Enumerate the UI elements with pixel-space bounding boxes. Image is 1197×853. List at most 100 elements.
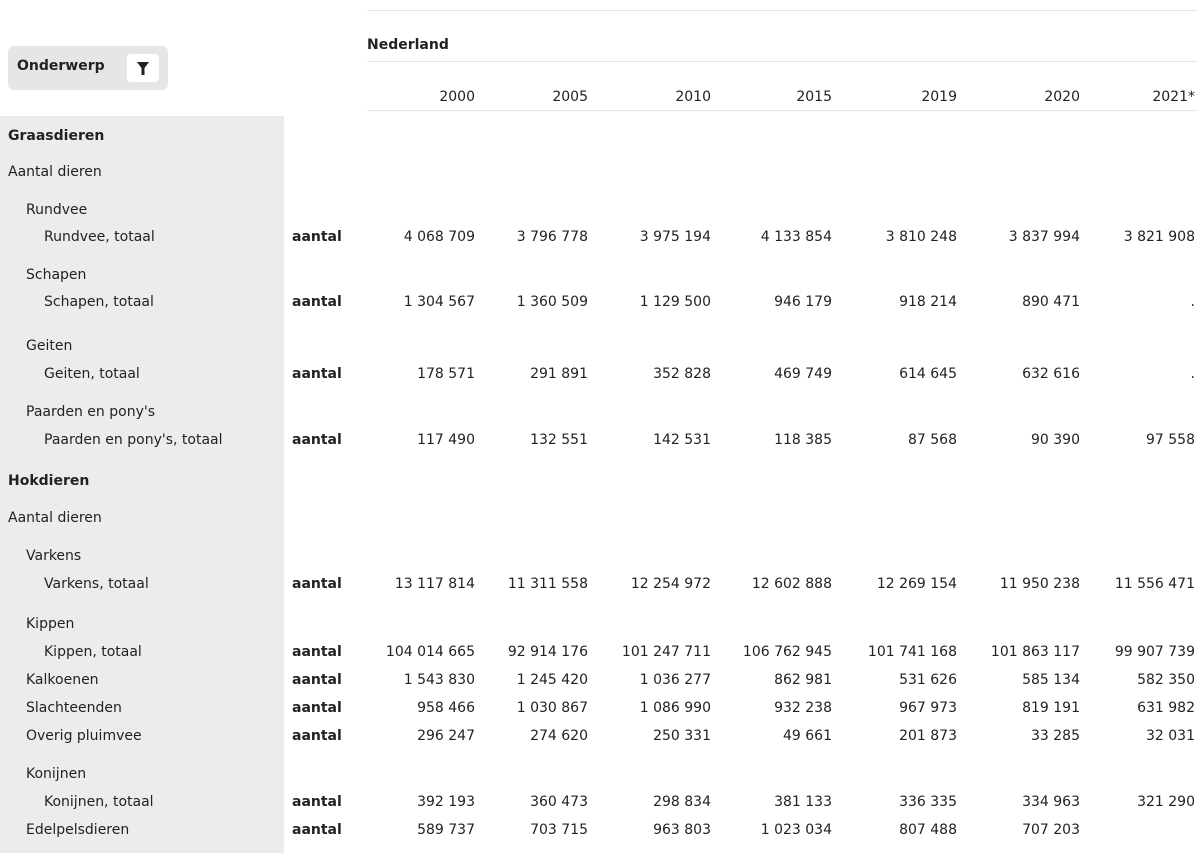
cell: 4 068 709 <box>403 229 475 245</box>
unit: aantal <box>292 672 342 688</box>
column-header: 2005 <box>552 89 588 105</box>
cell: 33 285 <box>1031 728 1080 744</box>
cell: 631 982 <box>1137 700 1195 716</box>
cell: 117 490 <box>417 432 475 448</box>
cell: 178 571 <box>417 366 475 382</box>
cell: 3 810 248 <box>885 229 957 245</box>
cell: 1 360 509 <box>516 294 588 310</box>
cell: 11 950 238 <box>999 576 1080 592</box>
cell: 4 133 854 <box>760 229 832 245</box>
row-label: Edelpelsdieren <box>26 822 130 838</box>
cell: 11 311 558 <box>507 576 588 592</box>
cell: 132 551 <box>530 432 588 448</box>
cell: 101 741 168 <box>867 644 957 660</box>
cell: . <box>1190 294 1195 310</box>
cell: 106 762 945 <box>742 644 832 660</box>
cell: 392 193 <box>417 794 475 810</box>
cell: 352 828 <box>653 366 711 382</box>
row-label: Graasdieren <box>8 128 105 144</box>
cell: 1 304 567 <box>403 294 475 310</box>
cell: 13 117 814 <box>394 576 475 592</box>
cell: 918 214 <box>899 294 957 310</box>
cell: 274 620 <box>530 728 588 744</box>
unit: aantal <box>292 229 342 245</box>
row-label: Kippen, totaal <box>44 644 142 660</box>
cell: 469 749 <box>774 366 832 382</box>
cell: 360 473 <box>530 794 588 810</box>
unit: aantal <box>292 822 342 838</box>
cell: 585 134 <box>1022 672 1080 688</box>
cell: 807 488 <box>899 822 957 838</box>
cell: 298 834 <box>653 794 711 810</box>
cell: 890 471 <box>1022 294 1080 310</box>
cell: 12 269 154 <box>876 576 957 592</box>
row-label: Geiten, totaal <box>44 366 140 382</box>
unit: aantal <box>292 294 342 310</box>
cell: 703 715 <box>530 822 588 838</box>
cell: 1 030 867 <box>516 700 588 716</box>
column-header: 2020 <box>1044 89 1080 105</box>
row-label: Geiten <box>26 338 73 354</box>
cell: 582 350 <box>1137 672 1195 688</box>
row-label: Varkens, totaal <box>44 576 149 592</box>
row-label: Slachteenden <box>26 700 122 716</box>
row-label: Rundvee, totaal <box>44 229 155 245</box>
unit: aantal <box>292 728 342 744</box>
cell: 87 568 <box>908 432 957 448</box>
column-header: 2015 <box>796 89 832 105</box>
row-label: Aantal dieren <box>8 164 102 180</box>
filter-button[interactable]: Onderwerp <box>8 46 168 90</box>
row-label: Varkens <box>26 548 82 564</box>
cell: 632 616 <box>1022 366 1080 382</box>
cell: 1 023 034 <box>760 822 832 838</box>
cell: 3 796 778 <box>516 229 588 245</box>
cell: 381 133 <box>774 794 832 810</box>
cell: 589 737 <box>417 822 475 838</box>
cell: 12 254 972 <box>630 576 711 592</box>
divider <box>367 110 1197 111</box>
row-header-background <box>0 116 284 853</box>
cell: 3 837 994 <box>1008 229 1080 245</box>
divider <box>367 10 1197 11</box>
row-label: Aantal dieren <box>8 510 102 526</box>
column-header: 2019 <box>921 89 957 105</box>
cell: 614 645 <box>899 366 957 382</box>
cell: 11 556 471 <box>1114 576 1195 592</box>
row-label: Overig pluimvee <box>26 728 142 744</box>
row-label: Rundvee <box>26 202 88 218</box>
cell: 3 821 908 <box>1123 229 1195 245</box>
row-label: Schapen <box>26 267 87 283</box>
unit: aantal <box>292 432 342 448</box>
row-label: Kippen <box>26 616 75 632</box>
unit: aantal <box>292 366 342 382</box>
cell: 12 602 888 <box>751 576 832 592</box>
cell: 3 975 194 <box>639 229 711 245</box>
cell: 92 914 176 <box>507 644 588 660</box>
region-label: Nederland <box>367 37 449 53</box>
row-label: Schapen, totaal <box>44 294 154 310</box>
cell: 118 385 <box>774 432 832 448</box>
filter-icon <box>127 54 159 82</box>
cell: 32 031 <box>1146 728 1195 744</box>
unit: aantal <box>292 794 342 810</box>
cell: 250 331 <box>653 728 711 744</box>
cell: 862 981 <box>774 672 832 688</box>
row-label: Hokdieren <box>8 473 90 489</box>
unit: aantal <box>292 700 342 716</box>
cell: 334 963 <box>1022 794 1080 810</box>
row-label: Paarden en pony's, totaal <box>44 432 223 448</box>
cell: 946 179 <box>774 294 832 310</box>
cell: 819 191 <box>1022 700 1080 716</box>
cell: 932 238 <box>774 700 832 716</box>
cell: 142 531 <box>653 432 711 448</box>
cell: 296 247 <box>417 728 475 744</box>
cell: 1 245 420 <box>516 672 588 688</box>
column-header: 2021* <box>1152 89 1195 105</box>
cell: 707 203 <box>1022 822 1080 838</box>
cell: 1 036 277 <box>639 672 711 688</box>
cell: 49 661 <box>783 728 832 744</box>
cell: 90 390 <box>1031 432 1080 448</box>
unit: aantal <box>292 576 342 592</box>
row-label: Paarden en pony's <box>26 404 155 420</box>
